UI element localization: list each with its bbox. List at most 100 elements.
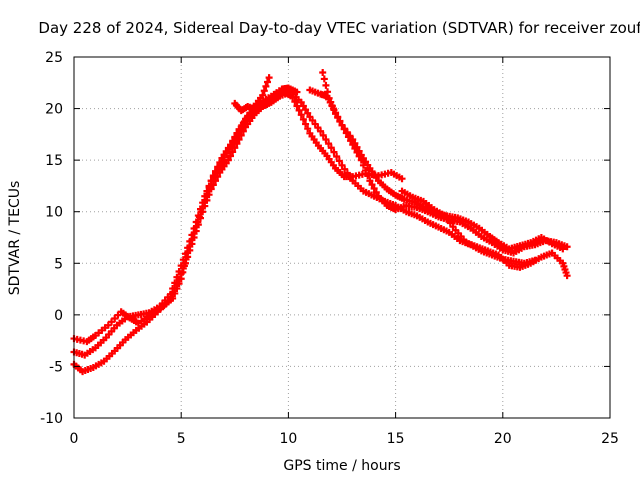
data-point: [306, 113, 314, 121]
data-point: [260, 87, 268, 95]
data-point: [366, 177, 374, 185]
data-point: [227, 152, 235, 160]
data-point: [329, 105, 337, 113]
data-point: [349, 136, 357, 144]
data-point: [338, 161, 346, 169]
chart-title: Day 228 of 2024, Sidereal Day-to-day VTE…: [38, 19, 640, 37]
plot-frame: [73, 56, 611, 419]
y-tick-label: 20: [45, 102, 63, 118]
data-point: [311, 120, 319, 128]
data-point: [299, 102, 307, 110]
data-point: [351, 139, 359, 147]
data-point: [214, 173, 222, 181]
data-point: [353, 143, 361, 151]
data-point: [444, 215, 452, 223]
data-point: [239, 127, 247, 135]
data-point: [364, 172, 372, 180]
data-point: [262, 82, 270, 90]
data-point: [370, 185, 378, 193]
data-point: [233, 140, 241, 148]
data-point: [171, 284, 179, 292]
data-point: [231, 144, 239, 152]
series-track-g: [398, 187, 571, 280]
data-point: [441, 212, 449, 220]
data-point: [164, 297, 172, 305]
data-point: [320, 75, 328, 83]
y-tick-label: -10: [40, 411, 63, 427]
data-point: [355, 147, 363, 155]
data-series: [70, 68, 571, 376]
data-point: [186, 246, 194, 254]
data-point: [322, 136, 330, 144]
data-point: [319, 68, 327, 76]
data-point: [214, 163, 222, 171]
data-point: [314, 124, 322, 132]
data-point: [224, 156, 232, 164]
data-point: [333, 153, 341, 161]
data-point: [184, 253, 192, 261]
data-point: [235, 136, 243, 144]
data-point: [330, 148, 338, 156]
y-tick-label: 10: [45, 205, 63, 221]
data-point: [341, 165, 349, 173]
data-point: [169, 289, 177, 297]
data-point: [559, 245, 567, 253]
data-point: [179, 264, 187, 272]
data-point: [362, 166, 370, 174]
data-point: [322, 81, 330, 89]
x-tick-label: 15: [387, 431, 405, 447]
data-point: [209, 181, 217, 189]
data-point: [201, 192, 209, 200]
data-point: [446, 219, 454, 227]
x-tick-label: 0: [70, 431, 79, 447]
data-point: [327, 144, 335, 152]
data-point: [205, 191, 213, 199]
data-point: [325, 140, 333, 148]
data-point: [302, 120, 310, 128]
x-tick-label: 10: [279, 431, 297, 447]
data-point: [265, 74, 273, 82]
data-point: [334, 113, 342, 121]
series-track-f: [306, 86, 567, 253]
data-point: [304, 109, 312, 117]
data-point: [263, 78, 271, 86]
data-point: [229, 137, 237, 145]
data-point: [297, 98, 305, 106]
data-point: [212, 167, 220, 175]
data-point: [179, 256, 187, 264]
x-tick-label: 20: [494, 431, 512, 447]
data-point: [317, 127, 325, 135]
data-point: [336, 117, 344, 125]
data-point: [177, 270, 185, 278]
x-axis-label: GPS time / hours: [283, 458, 400, 474]
data-point: [372, 188, 380, 196]
data-point: [229, 148, 237, 156]
data-point: [227, 141, 235, 149]
data-point: [201, 202, 209, 210]
y-axis-label: SDTVAR / TECUs: [7, 181, 23, 296]
data-point: [166, 293, 174, 301]
data-point: [398, 175, 406, 183]
y-tick-label: 5: [54, 256, 63, 272]
data-point: [203, 196, 211, 204]
data-point: [237, 131, 245, 139]
data-point: [233, 129, 241, 137]
data-point: [207, 185, 215, 193]
data-point: [291, 98, 299, 106]
x-tick-label: 5: [177, 431, 186, 447]
data-point: [341, 125, 349, 133]
y-tick-label: 15: [45, 153, 63, 169]
data-point: [216, 158, 224, 166]
data-point: [449, 223, 457, 231]
y-tick-label: -5: [49, 359, 63, 375]
data-point: [299, 115, 307, 123]
data-point: [190, 234, 198, 241]
data-point: [563, 272, 571, 280]
data-point: [235, 125, 243, 133]
data-point: [199, 208, 207, 216]
data-point: [297, 111, 305, 119]
data-point: [196, 214, 204, 222]
y-tick-label: 25: [45, 50, 63, 66]
data-point: [175, 275, 183, 283]
